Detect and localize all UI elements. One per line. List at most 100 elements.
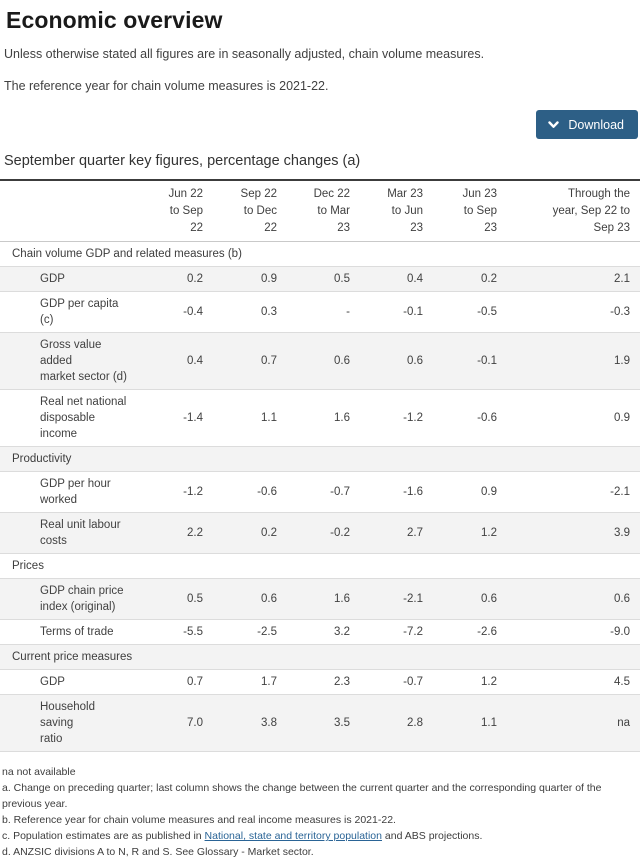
download-button-label: Download — [568, 117, 624, 132]
column-header: Sep 22 to Dec 22 — [213, 180, 287, 242]
column-header: Mar 23 to Jun 23 — [360, 180, 433, 242]
footnotes: na not available a. Change on preceding … — [2, 764, 640, 860]
table-row: Real net national disposable income -1.4 1… — [0, 390, 640, 447]
cell-value: 0.4 — [407, 273, 423, 285]
cell-value: 1.7 — [261, 676, 277, 688]
row-label: GDP — [40, 273, 65, 285]
table-section-row: Chain volume GDP and related measures (b… — [0, 242, 640, 267]
cell-value: 0.6 — [614, 593, 630, 605]
cell-value: 1.2 — [481, 527, 497, 539]
cell-value: -2.6 — [477, 626, 497, 638]
cell-value: 2.7 — [407, 527, 423, 539]
cell-value: 4.5 — [614, 676, 630, 688]
footnote-c-post: and ABS projections. — [382, 830, 483, 842]
cell-value: -5.5 — [183, 626, 203, 638]
cell-value: 0.5 — [187, 593, 203, 605]
cell-value: 3.8 — [261, 717, 277, 729]
row-label: Real unit labour costs — [40, 519, 121, 547]
row-label: Terms of trade — [40, 626, 114, 638]
footnote-d: d. ANZSIC divisions A to N, R and S. See… — [2, 846, 314, 858]
intro-text-1: Unless otherwise stated all figures are … — [4, 47, 485, 61]
cell-value: 3.5 — [334, 717, 350, 729]
footnote-c: c. Population estimates are as published… — [2, 828, 640, 844]
footnote-c-pre: c. Population estimates are as published… — [2, 830, 205, 842]
cell-value: 0.5 — [334, 273, 350, 285]
column-header: Jun 23 to Sep 23 — [433, 180, 507, 242]
cell-value: -0.5 — [477, 306, 497, 318]
page: Economic overview Unless otherwise state… — [0, 6, 640, 860]
population-link[interactable]: National, state and territory population — [204, 830, 382, 842]
cell-value: -7.2 — [403, 626, 423, 638]
cell-value: 1.1 — [261, 412, 277, 424]
cell-value: -0.2 — [330, 527, 350, 539]
footnote-na: na not available — [2, 766, 76, 778]
table-title: September quarter key figures, percentag… — [4, 153, 361, 169]
cell-value: 2.1 — [614, 273, 630, 285]
row-label: GDP chain price index (original) — [40, 585, 124, 613]
section-label: Current price measures — [12, 651, 133, 663]
table-row: Terms of trade -5.5 -2.5 3.2 -7.2 -2.6 -9.0 — [0, 620, 640, 645]
cell-value: 0.7 — [187, 676, 203, 688]
section-label: Prices — [12, 560, 44, 572]
cell-value: 0.6 — [261, 593, 277, 605]
cell-value: -0.7 — [330, 486, 350, 498]
download-button[interactable]: Download — [536, 110, 638, 139]
cell-value: 3.2 — [334, 626, 350, 638]
cell-value: 0.6 — [407, 355, 423, 367]
cell-value: -0.4 — [183, 306, 203, 318]
toolbar: Download — [0, 110, 638, 139]
table-header-row: Jun 22 to Sep 22 Sep 22 to Dec 22 Dec 22… — [0, 180, 640, 242]
section-label: Chain volume GDP and related measures (b… — [12, 248, 242, 260]
column-header: Dec 22 to Mar 23 — [287, 180, 360, 242]
table-row: GDP per capita (c) -0.4 0.3 - -0.1 -0.5 -0.3 — [0, 292, 640, 333]
cell-value: -0.1 — [403, 306, 423, 318]
cell-value: na — [617, 717, 630, 729]
key-figures-table: Jun 22 to Sep 22 Sep 22 to Dec 22 Dec 22… — [0, 179, 640, 752]
cell-value: -0.7 — [403, 676, 423, 688]
page-title: Economic overview — [6, 7, 223, 33]
table-row: GDP 0.2 0.9 0.5 0.4 0.2 2.1 — [0, 266, 640, 292]
intro-text-2: The reference year for chain volume meas… — [4, 79, 329, 93]
cell-value: -0.3 — [610, 306, 630, 318]
table-section-row: Prices — [0, 554, 640, 579]
cell-value: 0.4 — [187, 355, 203, 367]
cell-value: -1.2 — [183, 486, 203, 498]
cell-value: -2.1 — [403, 593, 423, 605]
row-label: Household saving ratio — [40, 701, 95, 745]
cell-value: -0.6 — [257, 486, 277, 498]
footnote-a: a. Change on preceding quarter; last col… — [2, 782, 602, 810]
cell-value: -2.1 — [610, 486, 630, 498]
cell-value: 1.2 — [481, 676, 497, 688]
table-row: Real unit labour costs 2.2 0.2 -0.2 2.7 1.2 3.… — [0, 512, 640, 554]
cell-value: -9.0 — [610, 626, 630, 638]
column-header-empty — [0, 180, 140, 242]
cell-value: 0.6 — [334, 355, 350, 367]
section-label: Productivity — [12, 453, 72, 465]
table-row: GDP 0.7 1.7 2.3 -0.7 1.2 4.5 — [0, 670, 640, 695]
cell-value: -1.4 — [183, 412, 203, 424]
table-section-row: Current price measures — [0, 644, 640, 670]
cell-value: 7.0 — [187, 717, 203, 729]
cell-value: 1.1 — [481, 717, 497, 729]
cell-value: 2.8 — [407, 717, 423, 729]
cell-value: 0.9 — [261, 273, 277, 285]
cell-value: 1.9 — [614, 355, 630, 367]
cell-value: -2.5 — [257, 626, 277, 638]
cell-value: - — [346, 306, 350, 318]
row-label: GDP per capita (c) — [40, 298, 119, 326]
cell-value: 0.7 — [261, 355, 277, 367]
cell-value: -0.6 — [477, 412, 497, 424]
table-header: Jun 22 to Sep 22 Sep 22 to Dec 22 Dec 22… — [0, 180, 640, 242]
table-section-row: Productivity — [0, 446, 640, 472]
row-label: Real net national disposable income — [40, 396, 127, 440]
row-label: GDP — [40, 676, 65, 688]
cell-value: 0.9 — [614, 412, 630, 424]
column-header: Through the year, Sep 22 to Sep 23 — [507, 180, 640, 242]
cell-value: -1.6 — [403, 486, 423, 498]
cell-value: 2.3 — [334, 676, 350, 688]
cell-value: 1.6 — [334, 593, 350, 605]
footnote-b: b. Reference year for chain volume measu… — [2, 814, 396, 826]
row-label: GDP per hour worked — [40, 478, 111, 506]
table-row: GDP chain price index (original) 0.5 0.6 1.… — [0, 578, 640, 620]
cell-value: 3.9 — [614, 527, 630, 539]
